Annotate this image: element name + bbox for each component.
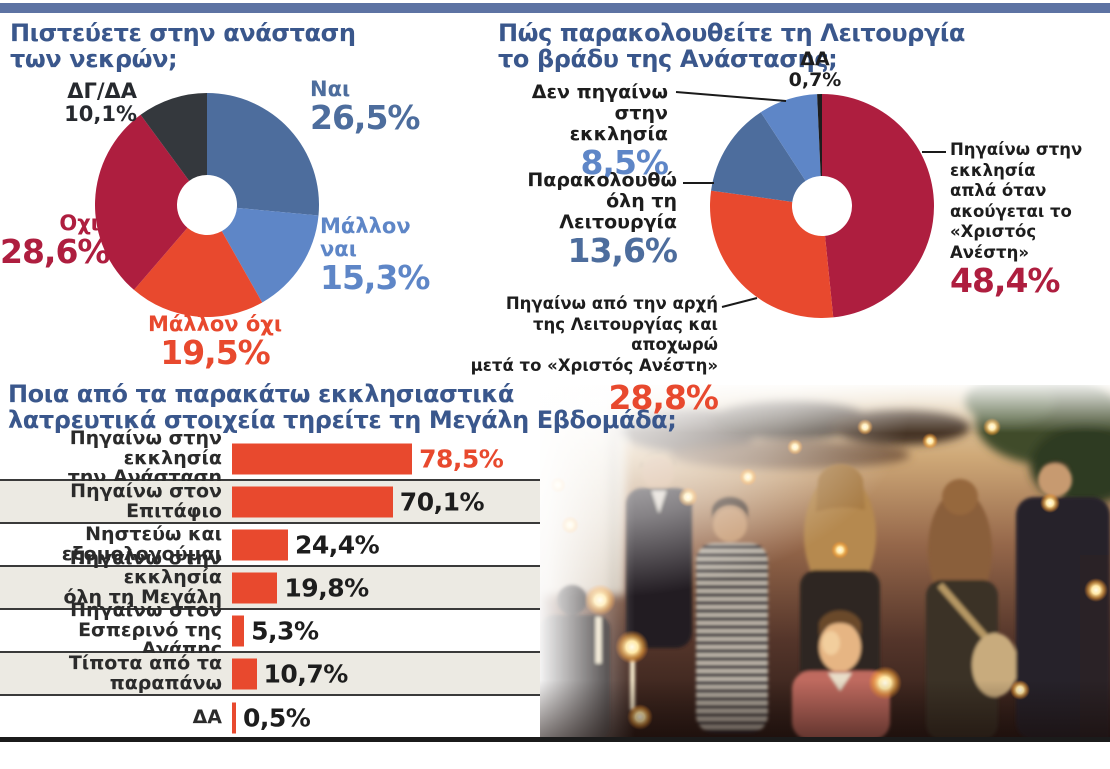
bar-row-label: Πηγαίνω στην εκκλησία την Ανάσταση <box>67 427 222 489</box>
liturgy-donut-chart <box>710 94 934 318</box>
bar <box>232 658 257 689</box>
pie1-label-ochi: Οχι 28,6% <box>0 211 111 271</box>
bar-row: Νηστεύω και εξομολογούμαι 24,4% <box>0 524 540 567</box>
bar-row-value: 70,1% <box>399 487 485 516</box>
pie-slice <box>140 93 207 181</box>
pie-slice <box>822 94 934 318</box>
bar <box>232 702 236 733</box>
pie1-label-mallon-ochi: Μάλλον όχι 19,5% <box>147 312 283 372</box>
bar-row-label: ΔΑ <box>192 705 222 728</box>
pie2-label-apoxoro: Πηγαίνω από την αρχή της Λειτουργίας και… <box>470 294 719 417</box>
bar-row: ΔΑ 0,5% <box>0 696 540 739</box>
pie2-label-parakoloutho: Παρακολουθώ όλη τη Λειτουργία 13,6% <box>527 169 678 270</box>
pie-slice <box>710 190 834 318</box>
bottom-rule <box>0 737 1110 742</box>
top-accent-bar <box>0 3 1110 13</box>
pie-slice <box>221 207 319 303</box>
bar-row-value: 5,3% <box>251 616 319 645</box>
easter-crowd-photo <box>540 385 1110 740</box>
bar-row-value: 19,8% <box>284 573 369 602</box>
bar-row: Πηγαίνω στην εκκλησία την Ανάσταση 78,5% <box>0 427 540 489</box>
bar <box>232 486 393 517</box>
bar <box>232 615 245 646</box>
bar-row: Τίποτα από τα παραπάνω 10,7% <box>0 653 540 696</box>
photo-bottom-vignette <box>540 680 1110 740</box>
bar <box>232 572 278 603</box>
pie2-label-pigaino-xristos-anesti: Πηγαίνω στην εκκλησία απλά όταν ακούγετα… <box>950 140 1083 300</box>
bar-row-value: 78,5% <box>419 444 504 473</box>
photo-top-fade <box>540 385 1110 433</box>
bar-row-label: Νηστεύω και εξομολογούμαι <box>61 523 222 565</box>
bar <box>232 529 288 560</box>
pie-slice <box>817 94 822 177</box>
belief-donut-chart <box>95 93 319 317</box>
pie-slice <box>133 227 263 317</box>
pie2-label-den-pigaino: Δεν πηγαίνω στην εκκλησία 8,5% <box>531 81 669 182</box>
bar-row-value: 24,4% <box>294 530 380 559</box>
pie-slice <box>95 114 190 290</box>
bar-row: Πηγαίνω στην εκκλησία όλη τη Μεγάλη Εβδο… <box>0 548 540 626</box>
bar-row: Πηγαίνω στον Επιτάφιο 70,1% <box>0 481 540 524</box>
bar-row-label: Πηγαίνω στον Εσπερινό της Αγάπης <box>70 599 222 661</box>
pie-slice <box>207 93 319 216</box>
pie-slice <box>760 94 821 181</box>
pie1-label-dgda: ΔΓ/ΔΑ 10,1% <box>64 79 137 126</box>
liturgy-chart-title: Πώς παρακολουθείτε τη Λειτουργία το βράδ… <box>498 19 965 73</box>
bar-row: Πηγαίνω στον Εσπερινό της Αγάπης 5,3% <box>0 599 540 661</box>
pie1-label-mallon-nai: Μάλλον ναι 15,3% <box>320 214 431 297</box>
pie2-label-da: ΔΑ 0,7% <box>788 48 842 91</box>
pie-slice <box>711 112 806 202</box>
bar-row-value: 10,7% <box>263 659 349 688</box>
customs-chart-title: Ποια από τα παρακάτω εκκλησιαστικά λατρε… <box>8 380 677 434</box>
customs-bar-chart: Πηγαίνω στην εκκλησία την Ανάσταση 78,5% Π… <box>0 427 540 739</box>
bar-row-label: Πηγαίνω στον Επιτάφιο <box>70 480 222 522</box>
bar <box>232 443 413 474</box>
bar-row-label: Τίποτα από τα παραπάνω <box>68 652 222 694</box>
pie1-label-nai: Ναι 26,5% <box>310 77 420 137</box>
bar-row-value: 0,5% <box>243 703 311 732</box>
belief-chart-title: Πιστεύετε στην ανάσταση των νεκρών; <box>10 19 356 73</box>
